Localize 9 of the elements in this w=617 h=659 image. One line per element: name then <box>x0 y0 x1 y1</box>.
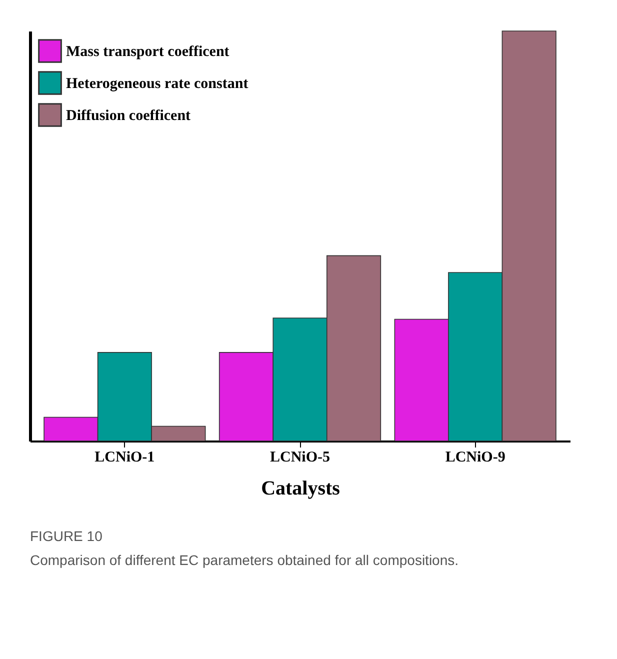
legend-label: Mass transport coefficent <box>66 44 230 60</box>
x-tick-label: LCNiO-9 <box>445 450 506 466</box>
legend-label: Diffusion coefficent <box>66 108 191 124</box>
x-axis-title: Catalysts <box>261 478 340 500</box>
caption: FIGURE 10 <box>30 528 103 544</box>
x-tick-label: LCNiO-1 <box>94 450 155 466</box>
text: Comparison of different EC parameters obtained for all compositions. <box>30 552 459 568</box>
legend-label: Heterogeneous rate constant <box>66 76 248 92</box>
x-tick-label: LCNiO-5 <box>270 450 330 466</box>
